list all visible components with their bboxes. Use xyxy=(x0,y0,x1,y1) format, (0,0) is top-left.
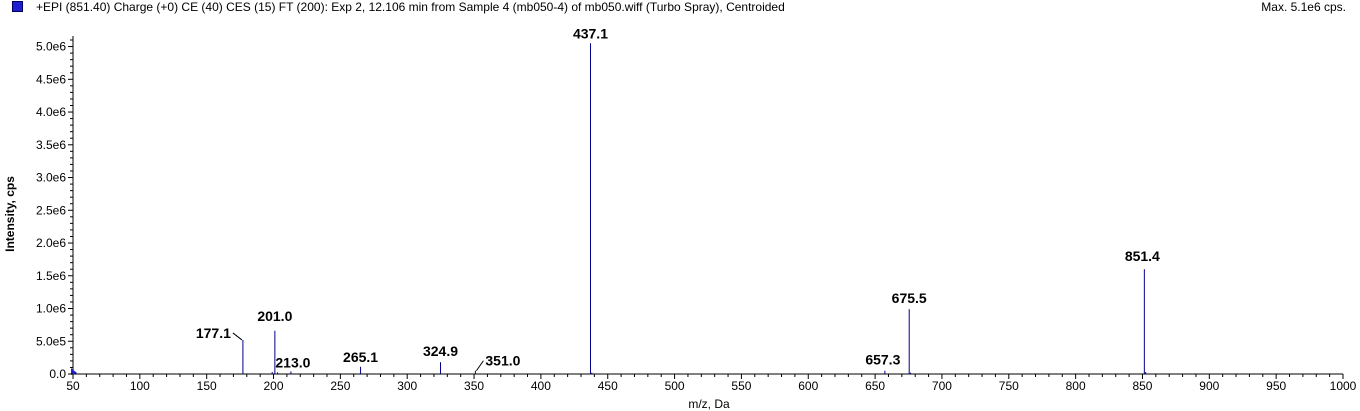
x-tick-label: 150 xyxy=(197,379,217,393)
x-tick-label: 550 xyxy=(731,379,751,393)
peak-label-leader xyxy=(232,332,243,341)
y-tick-label: 3.5e6 xyxy=(36,138,66,152)
y-tick-label: 1.0e6 xyxy=(36,302,66,316)
peak-label: 657.3 xyxy=(865,352,900,368)
spectrum-header: +EPI (851.40) Charge (+0) CE (40) CES (1… xyxy=(0,0,1360,18)
peak-label: 675.5 xyxy=(892,290,927,306)
x-tick-label: 350 xyxy=(464,379,484,393)
y-tick-label: 1.5e6 xyxy=(36,269,66,283)
x-tick-label: 950 xyxy=(1266,379,1286,393)
x-tick-label: 50 xyxy=(66,379,80,393)
legend-swatch[interactable] xyxy=(12,1,23,12)
y-tick-label: 3.0e6 xyxy=(36,171,66,185)
max-intensity-label: Max. 5.1e6 cps. xyxy=(1261,0,1346,14)
x-tick-label: 650 xyxy=(865,379,885,393)
chart-ticks: 50 100 150 200 250 300 350 400 450 500 550 600 650 70… xyxy=(36,39,1357,393)
y-tick-label: 2.5e6 xyxy=(36,203,66,217)
x-tick-label: 700 xyxy=(932,379,952,393)
x-tick-label: 800 xyxy=(1066,379,1086,393)
peak-label: 265.1 xyxy=(343,349,378,365)
y-tick-label: 4.5e6 xyxy=(36,72,66,86)
peak-label: 437.1 xyxy=(573,25,608,41)
peak-label: 201.0 xyxy=(257,308,292,324)
chart-axes xyxy=(71,36,1343,375)
spectrum-title: +EPI (851.40) Charge (+0) CE (40) CES (1… xyxy=(36,0,785,14)
x-tick-label: 750 xyxy=(999,379,1019,393)
y-tick-label: 5.0e6 xyxy=(36,40,66,54)
chart-peaks xyxy=(75,43,1147,374)
x-tick-label: 1000 xyxy=(1330,379,1357,393)
y-tick-label: 2.0e6 xyxy=(36,236,66,250)
x-tick-label: 400 xyxy=(531,379,551,393)
y-tick-label: 4.0e6 xyxy=(36,105,66,119)
x-tick-label: 900 xyxy=(1199,379,1219,393)
chart-peak-labels: 177.1 201.0 213.0 265.1 324.9 351.0 437.1 657.3… xyxy=(196,25,1160,372)
y-tick-label: 0.0 xyxy=(49,367,66,381)
x-tick-label: 200 xyxy=(264,379,284,393)
peak-label: 351.0 xyxy=(485,353,520,369)
x-tick-label: 850 xyxy=(1132,379,1152,393)
y-tick-label: 5.0e5 xyxy=(36,334,66,348)
x-tick-label: 300 xyxy=(397,379,417,393)
x-tick-label: 250 xyxy=(330,379,350,393)
peak-label-leader xyxy=(475,360,484,372)
y-axis-title: Intensity, cps xyxy=(3,176,17,252)
x-tick-label: 600 xyxy=(798,379,818,393)
peak-label: 851.4 xyxy=(1125,248,1160,264)
x-tick-label: 100 xyxy=(130,379,150,393)
peak-label: 213.0 xyxy=(275,354,310,370)
peak-label: 324.9 xyxy=(423,343,458,359)
x-tick-label: 500 xyxy=(665,379,685,393)
x-tick-label: 450 xyxy=(598,379,618,393)
x-axis-title: m/z, Da xyxy=(688,397,730,411)
peak-label: 177.1 xyxy=(196,325,231,341)
